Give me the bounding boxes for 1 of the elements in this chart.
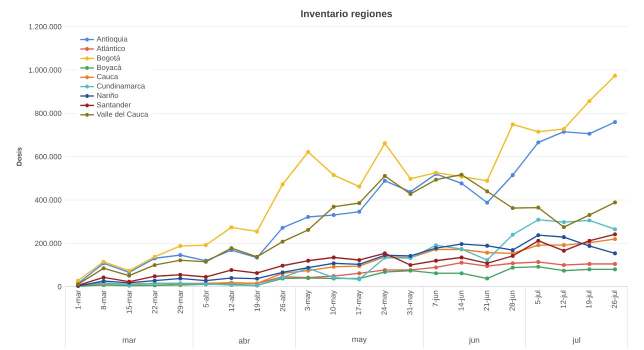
chart-title: Inventario regiones (301, 10, 392, 20)
